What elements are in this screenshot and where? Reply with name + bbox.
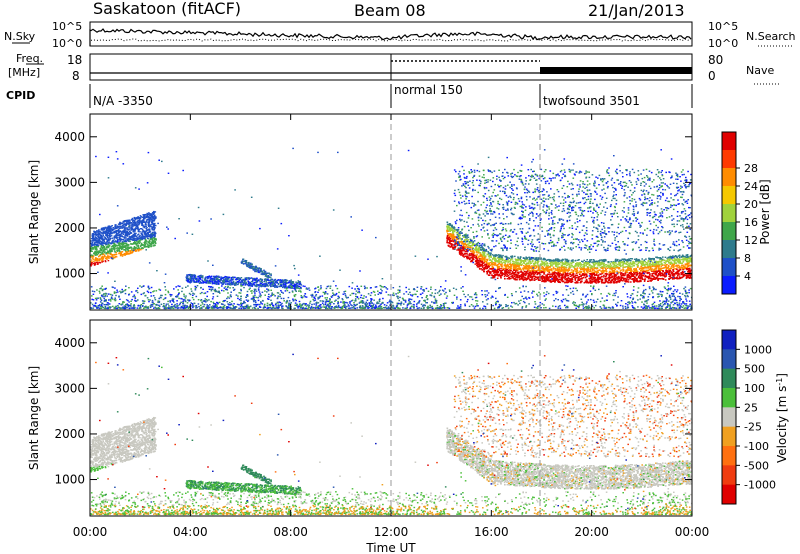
power-panel: 1000 2000 3000 4000 Slant Range [km] 4 8 12 16… (27, 113, 772, 311)
cpid-row: CPID N/A -3350 normal 150 twofsound 3501 (6, 83, 693, 108)
colorbar-tick: 24 (744, 180, 758, 193)
velocity-colorbar: 1000 500 100 25 -25 -100 -500 -1000 (721, 329, 776, 505)
colorbar-segment (722, 446, 736, 466)
colorbar-segment (722, 150, 736, 169)
x-axis-title: Time UT (365, 541, 416, 554)
colorbar-tick: 12 (744, 234, 758, 247)
nave-tick-top: 80 (708, 53, 723, 67)
x-tick-label: 04:00 (173, 525, 208, 539)
power-y-ticks: 1000 2000 3000 4000 (54, 130, 692, 281)
nsky-label: N.Sky (4, 30, 36, 43)
velocity-scatter (90, 353, 693, 516)
colorbar-tick: -25 (744, 421, 762, 434)
y-tick-label: 1000 (54, 267, 85, 281)
nsearch-tick-bottom: 10^0 (708, 37, 738, 50)
velocity-y-ticks: 1000 2000 3000 4000 (54, 336, 692, 487)
y-tick-label: 2000 (54, 221, 85, 235)
x-tick-label: 16:00 (474, 525, 509, 539)
x-tick-label: 12:00 (374, 525, 409, 539)
colorbar-segment (722, 168, 736, 187)
cpid-segment-1: N/A -3350 (93, 94, 153, 108)
colorbar-tick: 28 (744, 162, 758, 175)
cpid-segment-2: normal 150 (394, 83, 463, 97)
freq-tick-bottom: 8 (72, 69, 80, 83)
y-tick-label: 3000 (54, 175, 85, 189)
colorbar-segment (722, 426, 736, 447)
cpid-segment-3: twofsound 3501 (543, 94, 640, 108)
colorbar-segment (722, 484, 736, 505)
colorbar-tick: -1000 (744, 479, 776, 492)
colorbar-tick: 500 (744, 363, 765, 376)
station-title: Saskatoon (fitACF) (93, 0, 241, 18)
freq-tick-top: 18 (67, 53, 82, 67)
colorbar-segment (722, 407, 736, 428)
colorbar-segment (722, 349, 736, 370)
colorbar-segment (722, 258, 736, 277)
colorbar-segment (722, 388, 736, 408)
colorbar-segment (722, 132, 736, 151)
colorbar-segment (722, 204, 736, 223)
power-scatter (90, 147, 693, 310)
colorbar-tick: 25 (744, 401, 758, 414)
freq-panel: Freq. [MHz] 18 8 80 0 Nave (8, 52, 780, 85)
colorbar-tick: -100 (744, 440, 769, 453)
beam-title: Beam 08 (354, 1, 426, 20)
y-tick-label: 3000 (54, 381, 85, 395)
y-tick-label: 4000 (54, 336, 85, 350)
power-colorbar-label: Power [dB] (758, 179, 772, 244)
y-tick-label: 1000 (54, 473, 85, 487)
colorbar-segment (722, 465, 736, 486)
nsky-tick-bottom: 10^0 (52, 37, 82, 50)
nsearch-tick-top: 10^5 (708, 20, 738, 33)
nsky-panel: N.Sky 10^5 10^0 10^5 10^0 N.Search (4, 20, 796, 50)
x-tick-label: 08:00 (273, 525, 308, 539)
colorbar-segment (722, 368, 736, 389)
colorbar-segment (722, 330, 736, 350)
colorbar-tick: 100 (744, 382, 765, 395)
nsky-tick-top: 10^5 (52, 20, 82, 33)
colorbar-tick: 4 (744, 270, 751, 283)
colorbar-segment (722, 240, 736, 259)
date-title: 21/Jan/2013 (588, 1, 685, 20)
colorbar-tick: 1000 (744, 343, 772, 356)
nave-label: Nave (746, 64, 774, 77)
velocity-ylabel: Slant Range [km] (27, 366, 41, 470)
x-tick-label: 00:00 (73, 525, 108, 539)
colorbar-tick: 8 (744, 252, 751, 265)
freq-label: Freq. (16, 52, 43, 65)
colorbar-segment (722, 222, 736, 241)
colorbar-tick: 16 (744, 216, 758, 229)
x-tick-label: 20:00 (574, 525, 609, 539)
nsky-line (89, 28, 692, 46)
x-tick-label: 00:00 (675, 525, 710, 539)
power-ylabel: Slant Range [km] (27, 160, 41, 264)
velocity-colorbar-label: Velocity [m s-1] (775, 373, 789, 463)
colorbar-tick: -500 (744, 459, 769, 472)
freq-unit: [MHz] (8, 66, 40, 79)
nave-tick-bottom: 0 (708, 69, 716, 83)
colorbar-tick: 20 (744, 198, 758, 211)
y-tick-label: 2000 (54, 427, 85, 441)
colorbar-segment (722, 276, 736, 295)
nsearch-label: N.Search (746, 30, 796, 43)
colorbar-segment (722, 186, 736, 205)
power-colorbar: 4 8 12 16 20 24 28 (721, 131, 758, 295)
y-tick-label: 4000 (54, 130, 85, 144)
x-axis-ticks: 00:00 04:00 08:00 12:00 16:00 20:00 00:00 (73, 114, 710, 539)
velocity-panel: 1000 2000 3000 4000 Slant Range [km] 1000 50… (27, 319, 789, 517)
cpid-label: CPID (6, 89, 35, 102)
nsearch-line (90, 38, 692, 42)
